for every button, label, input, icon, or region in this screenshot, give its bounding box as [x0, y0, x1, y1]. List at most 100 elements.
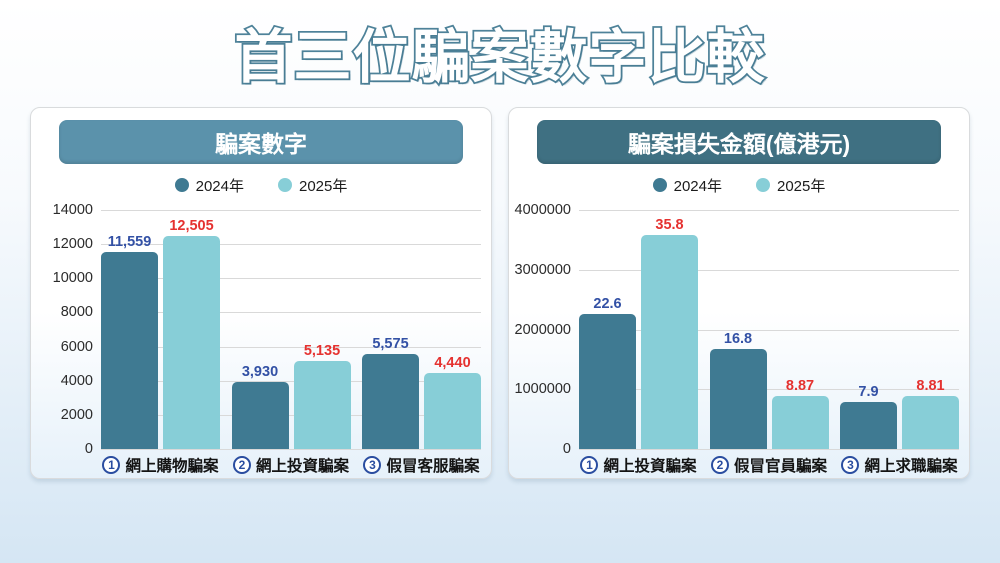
bar-value-label: 5,575	[372, 335, 409, 352]
legend-label-2025: 2025年	[777, 177, 826, 195]
gridline	[579, 329, 959, 331]
legend-item-2025: 2025年	[756, 175, 825, 196]
legend-item-2025: 2025年	[278, 175, 347, 196]
y-tick-label: 0	[84, 441, 93, 457]
gridline	[101, 210, 481, 211]
bar-with-label: 8.87	[771, 210, 829, 449]
bar-2025年	[641, 235, 698, 449]
bar-value-label: 12,505	[169, 217, 214, 234]
chart-panel-case-numbers: 騙案數字 2024年 2025年 14000 12000 10000 8000 6000…	[30, 107, 492, 479]
bar-2024年	[101, 251, 158, 449]
gridline	[101, 346, 481, 348]
category-item: 3 網上求職騙案	[840, 453, 959, 477]
gridline	[101, 312, 481, 314]
bar-groups: 11,559 12,505 3,930 5,135 5,575 4,440	[101, 210, 481, 449]
y-tick-label: 6000	[60, 338, 93, 355]
rank-badge-icon: 1	[580, 456, 599, 474]
y-axis: 14000 12000 10000 8000 6000 4000 2000 0	[31, 202, 93, 457]
bar-2025年	[771, 396, 829, 449]
bar-group: 5,575 4,440	[362, 210, 481, 449]
rank-badge-icon: 1	[102, 456, 121, 474]
bar-with-label: 5,135	[293, 210, 351, 449]
bar-value-label: 5,135	[303, 343, 341, 360]
y-axis: 4000000 3000000 2000000 1000000 0	[509, 202, 571, 457]
bar-2024年	[709, 348, 767, 449]
bar-2024年	[579, 313, 636, 449]
bar-with-label: 12,505	[163, 210, 220, 449]
bar-group: 3,930 5,135	[231, 210, 351, 449]
legend-dot-2025-icon	[278, 178, 292, 192]
bar-with-label: 5,575	[362, 210, 419, 449]
bar-value-label: 3,930	[241, 363, 279, 380]
y-tick-label: 14000	[52, 202, 93, 218]
category-item: 2 網上投資騙案	[232, 453, 351, 477]
bar-value-label: 4,440	[434, 355, 471, 372]
y-tick-label: 2000	[60, 406, 93, 423]
bar-with-label: 22.6	[579, 210, 636, 449]
bar-value-label: 8.87	[785, 378, 815, 395]
bar-group: 16.8 8.87	[709, 210, 829, 449]
bar-2024年	[231, 381, 289, 449]
y-tick-label: 4000000	[514, 202, 571, 218]
gridline	[101, 244, 481, 246]
chart-title: 騙案數字	[59, 120, 463, 164]
bar-group: 11,559 12,505	[101, 210, 220, 449]
y-tick-label: 12000	[52, 236, 93, 253]
category-item: 3 假冒客服騙案	[362, 453, 481, 477]
y-tick-label: 8000	[60, 304, 93, 321]
legend-dot-2025-icon	[756, 178, 770, 192]
category-label: 網上求職騙案	[864, 458, 958, 475]
bar-2025年	[902, 396, 959, 449]
category-label: 網上投資騙案	[603, 458, 697, 475]
bar-with-label: 35.8	[641, 210, 698, 449]
category-label: 網上購物騙案	[125, 458, 219, 475]
bar-group: 7.9 8.81	[840, 210, 959, 449]
chart-legend: 2024年 2025年	[31, 174, 491, 196]
plot-area: 11,559 12,505 3,930 5,135 5,575 4,440	[101, 210, 481, 450]
chart-legend: 2024年 2025年	[509, 174, 969, 196]
bar-2025年	[293, 361, 351, 449]
bar-with-label: 16.8	[709, 210, 767, 449]
category-item: 2 假冒官員騙案	[710, 453, 829, 477]
bar-group: 22.6 35.8	[579, 210, 698, 449]
rank-badge-icon: 2	[232, 456, 251, 474]
y-tick-label: 2000000	[514, 321, 571, 338]
legend-dot-2024-icon	[174, 178, 189, 192]
bar-value-label: 22.6	[593, 295, 622, 312]
bar-2025年	[163, 235, 220, 449]
category-item: 1 網上投資騙案	[579, 453, 698, 477]
legend-dot-2024-icon	[652, 178, 667, 192]
bar-2024年	[362, 353, 419, 449]
category-item: 1 網上購物騙案	[101, 453, 220, 477]
bar-with-label: 8.81	[902, 210, 959, 449]
bar-value-label: 8.81	[916, 378, 945, 395]
category-label: 假冒官員騙案	[733, 458, 827, 475]
bar-with-label: 11,559	[101, 210, 158, 449]
legend-label-2025: 2025年	[299, 177, 348, 195]
legend-item-2024: 2024年	[174, 175, 244, 196]
gridline	[579, 210, 959, 211]
x-axis: 1 網上投資騙案 2 假冒官員騙案 3 網上求職騙案	[579, 453, 959, 477]
rank-badge-icon: 3	[841, 456, 860, 474]
bar-groups: 22.6 35.8 16.8 8.87 7.9 8.81	[579, 210, 959, 449]
bar-value-label: 16.8	[723, 330, 753, 347]
y-tick-label: 1000000	[514, 381, 571, 398]
category-label: 網上投資騙案	[255, 458, 349, 475]
gridline	[579, 449, 959, 450]
y-tick-label: 3000000	[514, 261, 571, 278]
page-title: 首三位騙案數字比較	[233, 23, 767, 92]
bar-with-label: 4,440	[424, 210, 481, 449]
bar-2025年	[424, 373, 481, 449]
rank-badge-icon: 2	[710, 456, 729, 474]
y-tick-label: 0	[562, 441, 571, 457]
y-tick-label: 4000	[60, 372, 93, 389]
bar-2024年	[840, 401, 897, 449]
gridline	[101, 414, 481, 416]
bar-value-label: 11,559	[107, 233, 152, 250]
bar-with-label: 7.9	[840, 210, 897, 449]
gridline	[579, 269, 959, 271]
legend-item-2024: 2024年	[652, 175, 722, 196]
chart-title: 騙案損失金額(億港元)	[537, 120, 941, 164]
plot-area: 22.6 35.8 16.8 8.87 7.9 8.81	[579, 210, 959, 450]
gridline	[101, 380, 481, 382]
